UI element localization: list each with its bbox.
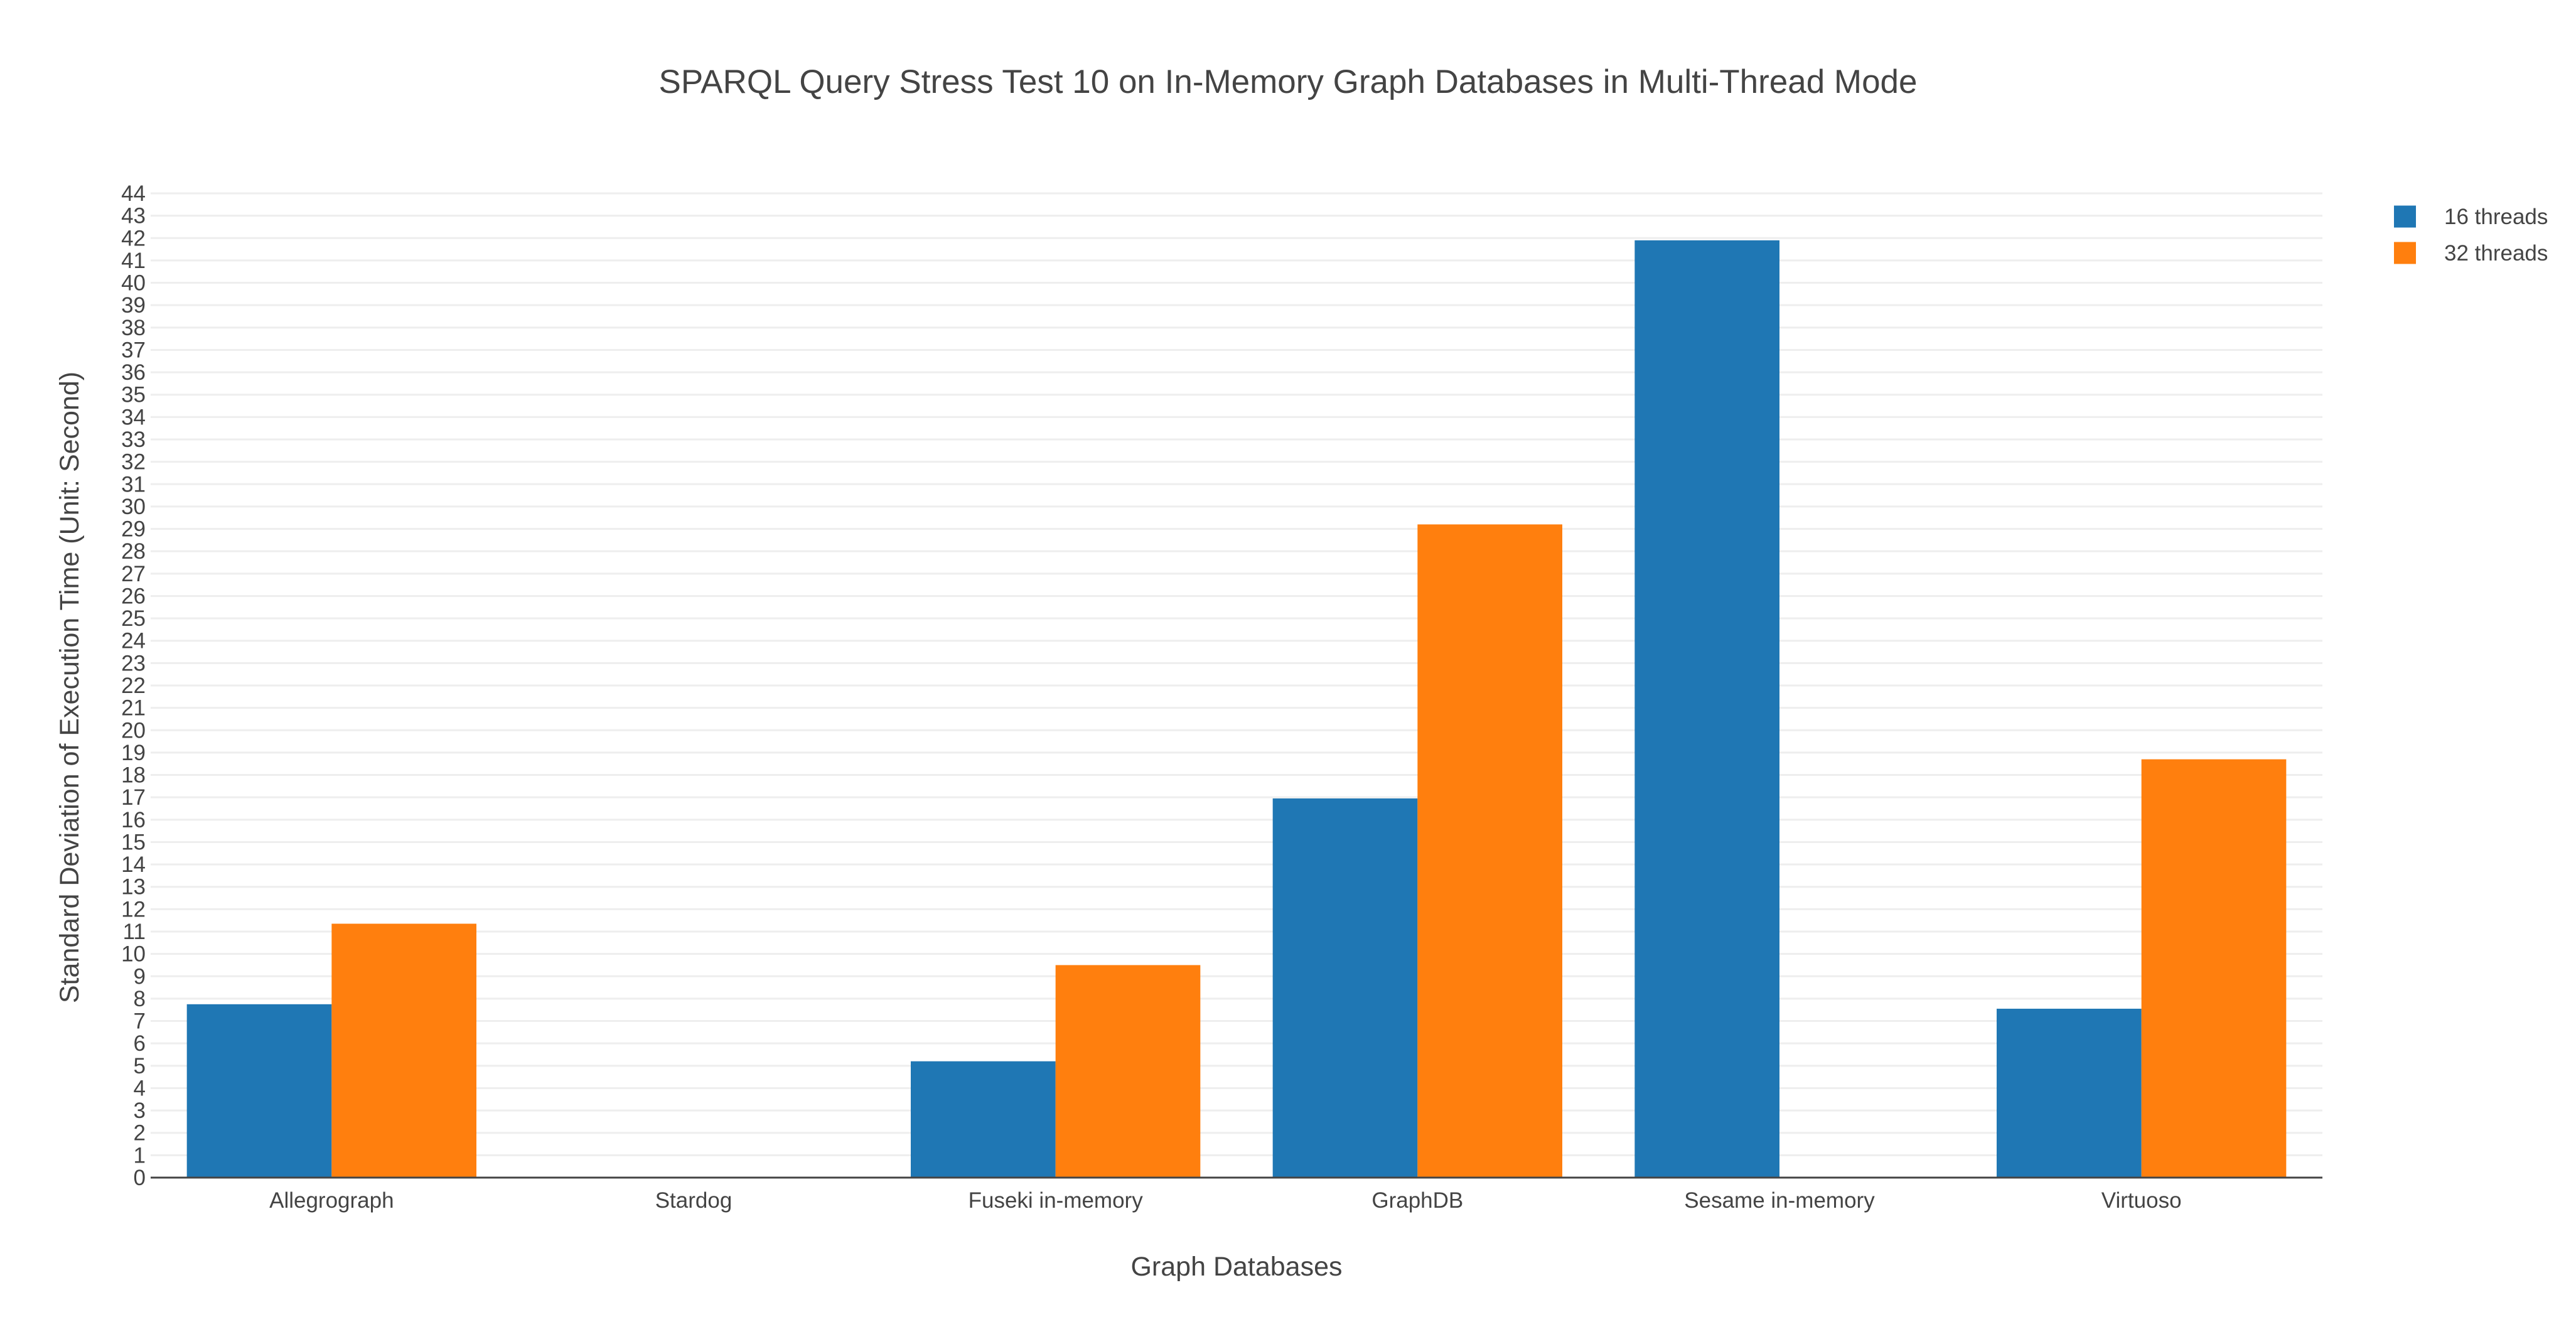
y-tick-label: 6 <box>134 1031 146 1056</box>
y-tick-label: 12 <box>121 897 146 921</box>
y-tick-label: 35 <box>121 383 146 407</box>
bar <box>911 1061 1056 1178</box>
legend-label: 16 threads <box>2444 205 2548 229</box>
chart-title: SPARQL Query Stress Test 10 on In-Memory… <box>658 63 1917 100</box>
y-tick-label: 2 <box>134 1121 146 1146</box>
y-tick-label: 25 <box>121 606 146 631</box>
y-tick-label: 16 <box>121 808 146 832</box>
x-tick-label: Fuseki in-memory <box>969 1188 1144 1213</box>
bar <box>186 1004 332 1178</box>
y-tick-label: 37 <box>121 338 146 362</box>
y-tick-label: 38 <box>121 316 146 340</box>
legend: 16 threads 32 threads <box>2394 205 2548 266</box>
y-tick-label: 13 <box>121 875 146 900</box>
bars <box>186 240 2287 1178</box>
y-tick-label: 44 <box>121 181 146 206</box>
y-tick-label: 27 <box>121 562 146 586</box>
bar <box>1997 1008 2142 1178</box>
x-tick-label: Sesame in-memory <box>1684 1188 1875 1213</box>
y-tick-label: 9 <box>134 964 146 989</box>
y-tick-label: 41 <box>121 249 146 273</box>
y-tick-label: 32 <box>121 450 146 475</box>
gridlines <box>151 192 2322 1156</box>
y-tick-label: 14 <box>121 852 146 877</box>
y-tick-label: 20 <box>121 718 146 743</box>
y-tick-label: 19 <box>121 741 146 765</box>
y-tick-label: 18 <box>121 763 146 788</box>
y-tick-label: 5 <box>134 1054 146 1078</box>
legend-swatch <box>2394 205 2416 228</box>
y-tick-label: 42 <box>121 226 146 250</box>
bar <box>1634 240 1779 1178</box>
y-tick-label: 3 <box>134 1099 146 1123</box>
x-axis-title: Graph Databases <box>1130 1252 1342 1282</box>
y-tick-label: 30 <box>121 495 146 519</box>
x-tick-label: GraphDB <box>1371 1188 1463 1213</box>
y-tick-label: 29 <box>121 517 146 542</box>
y-tick-label: 0 <box>134 1166 146 1190</box>
y-tick-label: 31 <box>121 472 146 497</box>
bar <box>1417 524 1562 1178</box>
legend-label: 32 threads <box>2444 241 2548 266</box>
y-tick-labels: 0123456789101112131415161718192021222324… <box>121 181 146 1190</box>
y-tick-label: 8 <box>134 987 146 1011</box>
y-tick-label: 23 <box>121 651 146 675</box>
x-tick-label: Stardog <box>655 1188 733 1213</box>
y-tick-label: 40 <box>121 271 146 296</box>
y-tick-label: 36 <box>121 360 146 385</box>
y-tick-label: 43 <box>121 204 146 228</box>
bar <box>2141 759 2287 1178</box>
y-tick-label: 21 <box>121 696 146 721</box>
y-tick-label: 22 <box>121 674 146 698</box>
x-tick-label: Allegrograph <box>269 1188 394 1213</box>
y-axis-title: Standard Deviation of Execution Time (Un… <box>55 372 85 1003</box>
y-tick-label: 4 <box>134 1076 146 1100</box>
y-tick-label: 34 <box>121 405 146 429</box>
y-tick-label: 17 <box>121 785 146 810</box>
y-tick-label: 28 <box>121 539 146 564</box>
x-tick-labels: Allegrograph Stardog Fuseki in-memory Graph… <box>269 1188 2181 1213</box>
y-tick-label: 1 <box>134 1143 146 1168</box>
y-tick-label: 39 <box>121 293 146 318</box>
y-tick-label: 7 <box>134 1009 146 1034</box>
y-tick-label: 24 <box>121 629 146 653</box>
bar <box>1272 798 1418 1178</box>
y-tick-label: 10 <box>121 942 146 967</box>
y-tick-label: 15 <box>121 830 146 854</box>
bar <box>331 923 476 1178</box>
y-tick-label: 26 <box>121 584 146 608</box>
bar <box>1055 965 1201 1178</box>
legend-swatch <box>2394 242 2416 264</box>
y-tick-label: 11 <box>123 920 146 944</box>
y-tick-label: 33 <box>121 427 146 452</box>
x-tick-label: Virtuoso <box>2101 1188 2182 1213</box>
